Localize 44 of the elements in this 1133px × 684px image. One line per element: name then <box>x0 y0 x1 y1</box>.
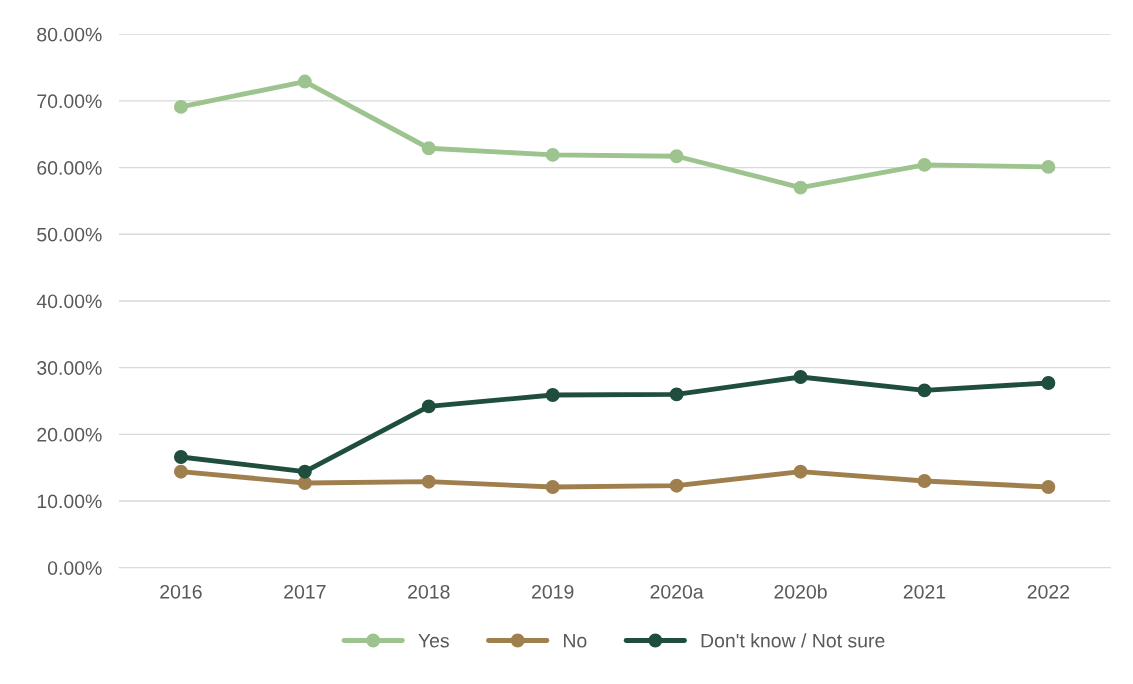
x-tick-label: 2018 <box>408 584 450 599</box>
x-tick-label: 2021 <box>903 584 946 599</box>
point <box>421 399 436 414</box>
point <box>793 180 808 195</box>
x-tick-label: 2019 <box>532 584 574 599</box>
point <box>1041 159 1056 174</box>
point <box>545 147 560 162</box>
legend-label: No <box>564 633 587 648</box>
point <box>793 464 808 479</box>
y-tick-label: 80.00% <box>37 27 102 42</box>
point <box>297 464 312 479</box>
legend-label: Yes <box>418 633 449 648</box>
x-tick-label: 2020b <box>774 584 827 599</box>
point <box>297 74 312 89</box>
point <box>669 387 684 402</box>
y-tick-label: 30.00% <box>37 361 102 375</box>
point <box>297 476 312 490</box>
point <box>421 474 436 489</box>
x-tick-label: 2017 <box>284 584 326 599</box>
point <box>1041 376 1056 390</box>
point <box>173 99 188 114</box>
point <box>1041 480 1056 494</box>
point <box>545 480 560 494</box>
y-tick-label: 10.00% <box>37 494 102 509</box>
point <box>917 474 932 488</box>
x-tick-label: 2020a <box>650 584 704 599</box>
legend-label: Don't know / Not sure <box>701 633 885 648</box>
point <box>545 388 560 402</box>
y-tick-label: 0.00% <box>47 561 102 575</box>
point <box>793 370 808 384</box>
point <box>917 157 932 172</box>
point <box>917 383 932 398</box>
point <box>421 141 436 156</box>
x-tick-label: 2022 <box>1027 584 1070 599</box>
y-tick-label: 40.00% <box>36 294 102 309</box>
point <box>669 149 684 164</box>
point <box>669 478 684 493</box>
y-tick-label: 60.00% <box>37 161 102 175</box>
y-tick-label: 20.00% <box>37 427 102 442</box>
y-tick-label: 70.00% <box>37 94 102 109</box>
point <box>173 450 188 464</box>
x-tick-label: 2016 <box>160 584 202 599</box>
point <box>173 464 188 479</box>
y-tick-label: 50.00% <box>37 227 102 242</box>
